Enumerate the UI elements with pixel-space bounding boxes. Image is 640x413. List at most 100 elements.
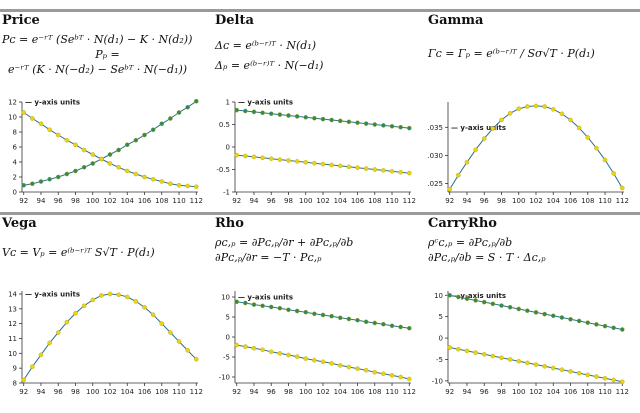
data-point-gamma bbox=[594, 145, 599, 151]
data-point-put bbox=[124, 168, 130, 174]
x-tick-label: 100 bbox=[86, 388, 99, 396]
formula-line: Vᴄ = Vₚ = e⁽ᵇ⁻ʳ⁾ᵀ S√T · P(d₁) bbox=[2, 246, 155, 259]
data-point-put bbox=[133, 171, 139, 177]
data-point-put bbox=[99, 156, 104, 162]
formula-line: ρᶜᴄ,ₚ = ∂Pᴄ,ₚ/∂b bbox=[428, 236, 513, 249]
data-point-call bbox=[294, 308, 300, 314]
data-point-put bbox=[550, 365, 556, 371]
y-axis-label: — y-axis units bbox=[238, 99, 293, 107]
y-tick-label: 8 bbox=[13, 380, 17, 388]
data-point-call bbox=[329, 313, 334, 319]
x-tick-label: 100 bbox=[299, 197, 312, 205]
x-tick-label: 104 bbox=[547, 197, 561, 205]
data-point-call bbox=[168, 116, 173, 121]
x-tick-label: 108 bbox=[368, 388, 381, 396]
data-point-put bbox=[142, 174, 147, 180]
y-tick-label: 0.5 bbox=[219, 121, 230, 129]
data-point-call bbox=[381, 123, 386, 128]
x-tick-label: 110 bbox=[385, 388, 398, 396]
x-tick-label: 92 bbox=[232, 388, 241, 396]
data-point-call bbox=[337, 315, 343, 321]
data-point-call bbox=[525, 308, 530, 313]
data-point-call bbox=[286, 307, 291, 313]
data-point-call bbox=[30, 181, 35, 187]
x-tick-label: 104 bbox=[334, 388, 348, 396]
data-point-put bbox=[251, 154, 257, 160]
data-point-gamma bbox=[585, 135, 591, 140]
data-point-vega bbox=[30, 364, 35, 369]
data-point-call bbox=[372, 122, 378, 127]
panel-carryrho: CarryRho ρᶜᴄ,ₚ = ∂Pᴄ,ₚ/∂b ∂Pᴄ,ₚ/∂b = S ·… bbox=[426, 215, 639, 413]
data-point-gamma bbox=[481, 136, 487, 141]
x-tick-label: 110 bbox=[598, 197, 611, 205]
data-point-gamma bbox=[499, 117, 504, 123]
data-point-call bbox=[260, 303, 265, 309]
data-point-put bbox=[381, 371, 386, 377]
x-tick-label: 110 bbox=[385, 197, 398, 205]
x-tick-label: 94 bbox=[463, 388, 472, 396]
series-line-call bbox=[23, 100, 197, 186]
data-point-put bbox=[185, 183, 190, 189]
x-tick-label: 100 bbox=[512, 197, 525, 205]
y-axis-label: — y-axis units bbox=[451, 292, 506, 300]
data-point-call bbox=[47, 176, 52, 182]
data-point-put bbox=[116, 164, 121, 170]
panel-title: Gamma bbox=[428, 13, 484, 28]
formula-line: Δᴄ = e⁽ᵇ⁻ʳ⁾ᵀ · N(d₁) bbox=[215, 39, 317, 52]
data-point-put bbox=[516, 358, 522, 364]
data-point-call bbox=[277, 112, 283, 117]
data-point-gamma bbox=[490, 126, 496, 131]
data-point-call bbox=[234, 299, 240, 305]
data-point-vega bbox=[142, 305, 147, 310]
data-point-call bbox=[90, 161, 96, 166]
data-point-put bbox=[389, 169, 395, 174]
data-point-put bbox=[398, 374, 403, 380]
data-point-put bbox=[372, 369, 378, 375]
data-point-put bbox=[456, 346, 461, 352]
y-tick-label: 0 bbox=[226, 334, 230, 342]
data-point-put bbox=[363, 166, 369, 171]
data-point-put bbox=[355, 366, 360, 371]
data-point-put bbox=[234, 342, 240, 348]
formula-line: Pᴄ = e⁻ʳᵀ (Seᵇᵀ · N(d₁) − K · N(d₂)) bbox=[2, 33, 193, 46]
data-point-call bbox=[286, 113, 291, 118]
data-point-call bbox=[363, 319, 369, 325]
data-point-call bbox=[585, 320, 591, 325]
y-tick-label: 6 bbox=[13, 144, 18, 152]
data-point-call bbox=[516, 306, 522, 312]
data-point-put bbox=[464, 348, 470, 354]
data-point-gamma bbox=[464, 159, 470, 165]
x-tick-label: 106 bbox=[564, 197, 578, 205]
data-point-call bbox=[499, 303, 504, 308]
data-point-put bbox=[243, 153, 248, 159]
formula-line: e⁻ʳᵀ (K · N(−d₂) − Seᵇᵀ · N(−d₁)) bbox=[8, 63, 188, 76]
x-tick-label: 96 bbox=[54, 388, 63, 396]
data-point-call bbox=[594, 322, 599, 327]
data-point-put bbox=[329, 162, 334, 168]
panel-title: CarryRho bbox=[428, 216, 497, 231]
data-point-gamma bbox=[525, 104, 530, 109]
data-point-vega bbox=[90, 297, 96, 303]
data-point-put bbox=[55, 132, 61, 138]
data-point-vega bbox=[73, 310, 78, 316]
formula-line: ∂Pᴄ,ₚ/∂r = −T · Pᴄ,ₚ bbox=[215, 251, 322, 264]
formula-line: Δₚ = e⁽ᵇ⁻ʳ⁾ᵀ · N(−d₁) bbox=[215, 59, 324, 72]
data-point-call bbox=[277, 305, 283, 311]
x-tick-label: 98 bbox=[284, 388, 293, 396]
data-point-put bbox=[619, 379, 625, 385]
data-point-put bbox=[355, 165, 360, 170]
x-tick-label: 92 bbox=[19, 197, 28, 205]
data-point-put bbox=[303, 160, 309, 165]
data-point-put bbox=[312, 160, 317, 166]
x-tick-label: 102 bbox=[103, 197, 116, 205]
price-chart: 0 2 4 6 8 10 12 92 94 96 98 100 102 104 106 108 110 112 — … bbox=[8, 99, 203, 206]
data-point-put bbox=[150, 176, 156, 182]
x-tick-label: 112 bbox=[403, 388, 416, 396]
formula-line: Γᴄ = Γₚ = e⁽ᵇ⁻ʳ⁾ᵀ / Sσ√T · P(d₁) bbox=[428, 47, 595, 60]
x-tick-label: 98 bbox=[497, 388, 506, 396]
data-point-call bbox=[568, 316, 573, 322]
data-point-call bbox=[464, 296, 470, 302]
data-point-call bbox=[268, 111, 274, 117]
carryrho-chart: -10 -5 0 5 10 92 94 96 98 100 102 104 106 108 110 112 — … bbox=[432, 291, 629, 396]
panel-title: Delta bbox=[215, 13, 254, 28]
